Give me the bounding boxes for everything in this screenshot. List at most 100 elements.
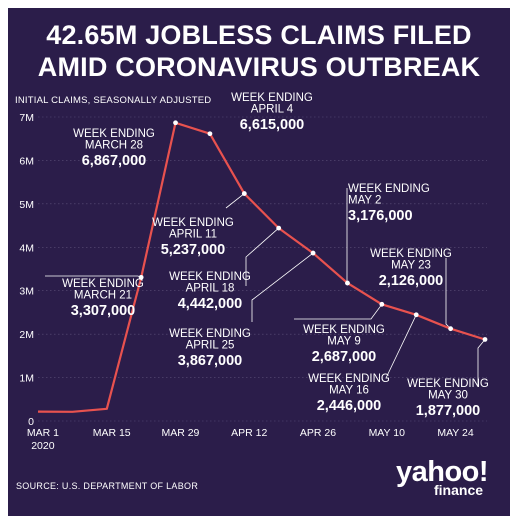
yahoo-finance-logo: yahoo! finance [396,456,489,498]
annotation-leader [385,314,417,379]
data-point [138,274,144,280]
x-tick-text: MAR 1 [27,427,59,439]
grid-lines [38,116,487,422]
x-tick-label: MAY 24 [437,427,474,439]
x-tick-text: MAR 29 [161,427,199,439]
source-note: SOURCE: U.S. DEPARTMENT OF LABOR [16,481,199,491]
data-point [241,191,247,196]
data-point [345,280,350,286]
data-point [482,337,488,342]
data-point [448,326,454,332]
annotation-leader [445,258,451,329]
series-line [37,121,486,413]
annotation-value: 6,867,000 [82,153,147,169]
x-tick-text: MAY 10 [369,427,406,439]
annotation-line: WEEK ENDING [348,183,430,195]
annotation-line: APRIL 25 [186,340,235,352]
annotation-line: WEEK ENDING [370,248,452,260]
annotation-line: WEEK ENDING [407,378,489,390]
y-tick-label: 7M [19,112,34,124]
data-point [310,250,316,256]
chart-card: 42.65M JOBLESS CLAIMS FILED AMID CORONAV… [8,8,510,516]
y-tick-label: 6M [19,155,34,167]
data-point [379,301,385,307]
data-point [413,312,419,318]
annotation-leader [251,252,314,322]
y-tick-label: 1M [19,373,34,385]
x-tick-text: 2020 [31,440,55,452]
annotation-value: 1,877,000 [416,403,481,419]
annotation-line: APRIL 18 [186,283,235,295]
annotation-line: MAY 30 [428,390,468,402]
y-axis-label: INITIAL CLAIMS, SEASONALLY ADJUSTED [15,95,212,106]
annotation-line: WEEK ENDING [62,278,144,290]
annotation-value: 3,867,000 [178,353,243,369]
annotation-line: MAY 23 [391,260,431,272]
annotation-line: APRIL 11 [169,229,217,241]
annotation-value: 6,615,000 [240,117,305,133]
annotation-value: 2,687,000 [312,349,377,365]
logo-subtitle: finance [434,482,484,498]
annotation-value: 2,126,000 [379,273,444,289]
annotation-value: 2,446,000 [317,398,382,414]
y-tick-label: 0 [28,416,34,428]
annotation-line: MAY 2 [348,195,381,207]
annotation-line: WEEK ENDING [303,324,385,336]
annotation-value: 4,442,000 [178,296,243,312]
x-tick-label: APR 26 [300,427,336,439]
annotation-leader [225,193,245,209]
x-tick-label: APR 12 [231,427,267,439]
data-point [173,120,178,126]
annotation-line: MAY 9 [327,336,360,348]
data-point [276,225,282,231]
annotation-line: WEEK ENDING [152,217,234,229]
annotation-leader [294,304,383,320]
x-tick-text: APR 12 [231,427,267,439]
x-tick-label: MAR 29 [161,427,199,439]
x-tick-text: MAR 15 [93,427,131,439]
annotation-line: APRIL 4 [251,104,294,116]
annotation-line: MARCH 28 [85,140,143,152]
series-line-layer [37,121,486,413]
logo-wordmark: yahoo! [396,456,489,488]
annotation-value: 5,237,000 [161,242,226,258]
chart-title-line-2: AMID CORONAVIRUS OUTBREAK [37,52,481,82]
annotation-value: 3,176,000 [348,208,413,224]
annotation-line: WEEK ENDING [169,271,251,283]
annotation-line: WEEK ENDING [231,92,313,104]
y-tick-label: 5M [19,199,34,211]
y-tick-label: 2M [19,329,34,341]
data-point [207,131,213,137]
y-tick-label: 4M [19,242,34,254]
annotation-value: 3,307,000 [71,303,136,319]
data-points [138,120,488,342]
chart-title-line-1: 42.65M JOBLESS CLAIMS FILED [46,20,472,50]
annotation-line: WEEK ENDING [73,128,155,140]
x-tick-text: APR 26 [300,427,336,439]
y-tick-labels: 0 1M 2M 3M 4M 5M 6M 7M [19,112,34,428]
x-tick-text: MAY 24 [437,427,474,439]
x-tick-label: MAR 15 [93,427,131,439]
x-tick-label: MAY 10 [369,427,406,439]
y-tick-label: 3M [19,286,34,298]
annotation-line: WEEK ENDING [169,328,251,340]
annotation-leader [477,339,486,386]
annotation-line: MAY 16 [329,385,369,397]
annotation-leader [245,227,279,286]
annotation-line: MARCH 21 [74,290,132,302]
